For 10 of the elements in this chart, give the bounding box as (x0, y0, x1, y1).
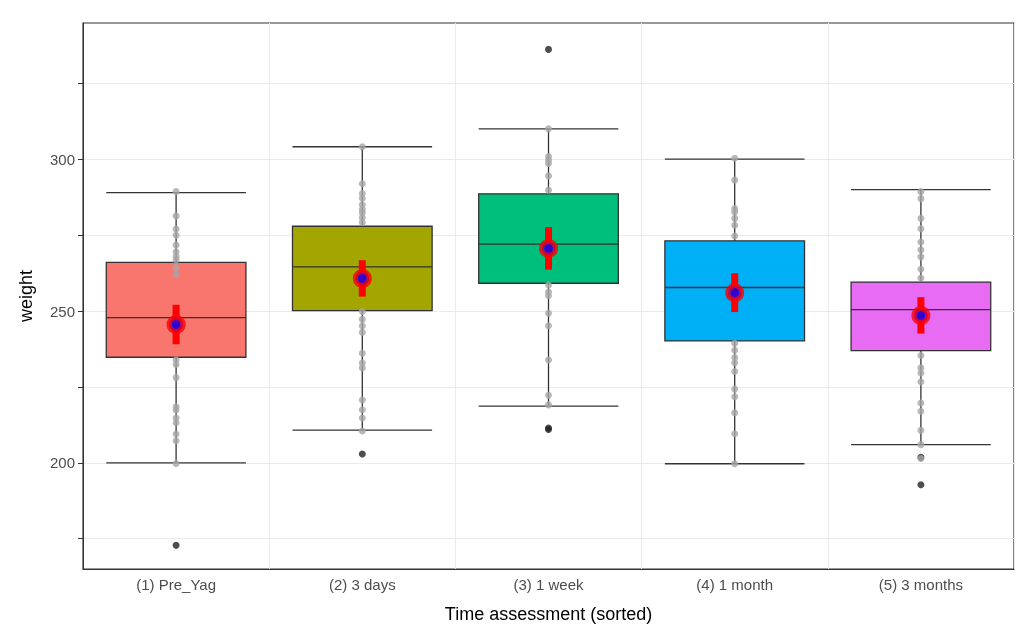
x-tick-label: (1) Pre_Yag (136, 576, 216, 593)
y-tick-label: 250 (49, 302, 75, 320)
y-tick-label: 200 (49, 454, 75, 472)
x-tick-label: (5) 3 months (878, 576, 963, 593)
x-tick-label: (4) 1 month (696, 576, 774, 593)
x-tick-label: (3) 1 week (513, 576, 585, 593)
y-tick-label: 300 (49, 151, 75, 168)
x-axis-title: Time assessment (sorted) (444, 604, 653, 624)
x-tick-label: (2) 3 days (328, 576, 396, 593)
y-axis-title: weight (16, 269, 36, 324)
